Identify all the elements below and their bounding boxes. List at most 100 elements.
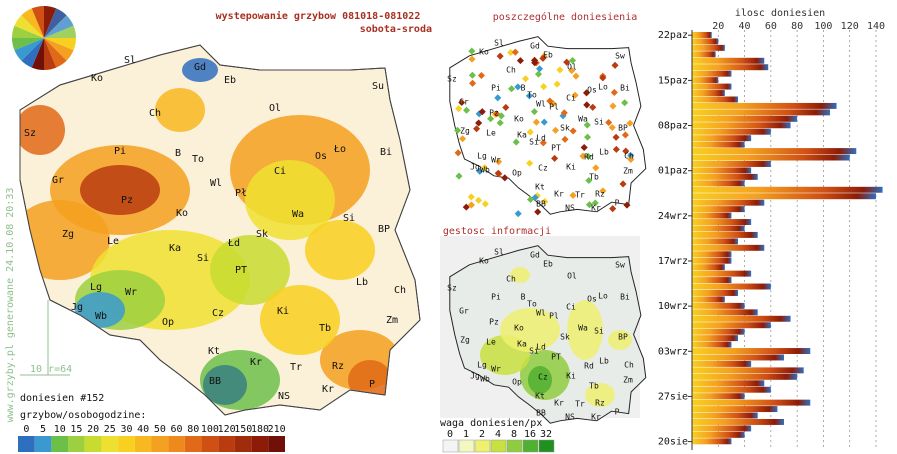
bar — [692, 44, 725, 51]
report-dot — [589, 103, 597, 111]
city-label: P — [615, 199, 620, 208]
bar — [692, 283, 771, 290]
report-dot — [514, 210, 522, 218]
city-label: Wl — [536, 309, 546, 318]
report-dot — [591, 199, 599, 207]
city-label: Ko — [514, 115, 524, 124]
report-dot — [494, 94, 502, 102]
city-label: Tb — [319, 323, 331, 334]
bar — [692, 309, 758, 316]
city-label: Kr — [322, 384, 334, 395]
report-dot — [621, 99, 629, 107]
pie-slice — [12, 25, 44, 38]
report-dot — [536, 65, 544, 73]
legend-swatch — [442, 439, 459, 453]
city-label: Zm — [623, 376, 633, 385]
bar — [692, 135, 752, 142]
report-dot — [477, 71, 485, 80]
city-label: Gr — [459, 307, 469, 316]
main-map: Sl Gd Eb Ko Su Ch Ol Sz Pi B To Bi Gr Wl Os Ło Ci Pł Pz Ko W… — [18, 44, 421, 452]
city-label: Pz — [489, 318, 499, 327]
report-dot — [467, 201, 475, 209]
city-label: Wb — [95, 311, 107, 322]
density-map-title: gestosc informacji — [443, 226, 551, 237]
density-blob — [608, 330, 632, 350]
density-blob — [75, 292, 125, 328]
report-dot — [502, 103, 510, 111]
report-dot — [582, 89, 591, 97]
bar — [692, 257, 732, 264]
report-dot — [605, 118, 613, 127]
city-label: Sl — [494, 248, 504, 257]
bar — [692, 360, 752, 367]
city-label: Zg — [62, 229, 74, 240]
city-label: Tr — [290, 362, 302, 373]
x-tick-label: 100 — [814, 21, 832, 32]
report-dot — [584, 152, 592, 160]
city-label: Sk — [256, 229, 268, 240]
report-dot — [453, 126, 462, 134]
legend-swatch — [201, 436, 219, 452]
city-label: Lg — [477, 152, 487, 161]
city-label: Wb — [480, 375, 490, 384]
city-label: PT — [551, 144, 561, 153]
bar — [692, 373, 798, 380]
report-dot — [612, 133, 620, 141]
city-label: Ci — [566, 303, 576, 312]
legend-swatch — [218, 436, 235, 452]
city-label: To — [527, 300, 537, 309]
bar — [692, 51, 716, 58]
subtitle: sobota-sroda — [360, 24, 432, 35]
city-label: BP — [618, 333, 628, 342]
city-label: Ło — [333, 144, 346, 155]
report-dot — [532, 118, 540, 126]
bar — [692, 367, 804, 374]
bar — [692, 251, 732, 258]
city-label: PT — [551, 353, 561, 362]
city-label: Pz — [489, 109, 499, 118]
legend-tick: 150 — [234, 424, 252, 435]
city-label: Ko — [91, 73, 103, 84]
city-label: Lb — [356, 277, 368, 288]
city-label: BB — [536, 409, 546, 418]
bar — [692, 296, 725, 303]
report-dot — [475, 119, 483, 127]
density-blob — [182, 58, 218, 82]
city-label: Jg — [470, 372, 480, 381]
report-dot — [496, 119, 504, 127]
report-dot — [478, 108, 486, 116]
legend-swatch — [522, 439, 539, 453]
city-label: Sw — [615, 261, 625, 270]
x-tick-label: 80 — [791, 21, 803, 32]
legend-tick: 210 — [268, 424, 286, 435]
report-dot — [546, 97, 554, 105]
city-label: Sw — [615, 52, 625, 61]
legend-swatch — [474, 439, 491, 453]
city-label: Wa — [578, 115, 588, 124]
report-dot — [540, 83, 548, 91]
city-label: P — [369, 379, 375, 390]
reports-map-title: poszczególne doniesienia — [493, 11, 638, 23]
pie-slice — [12, 38, 44, 51]
city-label: Os — [587, 295, 597, 304]
city-label: Ki — [566, 372, 576, 381]
report-dot — [626, 119, 634, 127]
report-dot — [619, 180, 627, 188]
density-blob — [203, 365, 247, 405]
city-label: Tr — [575, 400, 585, 409]
city-label: Pł — [235, 188, 247, 199]
city-label: Ch — [624, 361, 634, 370]
city-label: Rz — [595, 399, 605, 408]
report-dot — [468, 47, 476, 55]
bar — [692, 206, 745, 213]
bar — [692, 399, 811, 406]
bar — [692, 380, 765, 387]
city-label: Sz — [447, 75, 457, 84]
legend-swatch — [68, 436, 85, 452]
legend-tick: 120 — [218, 424, 236, 435]
pie-slice — [44, 38, 74, 61]
legend-tick: 1 — [463, 429, 469, 440]
legend-tick: 4 — [495, 429, 501, 440]
bar — [692, 244, 765, 251]
city-label: Tb — [589, 173, 599, 182]
